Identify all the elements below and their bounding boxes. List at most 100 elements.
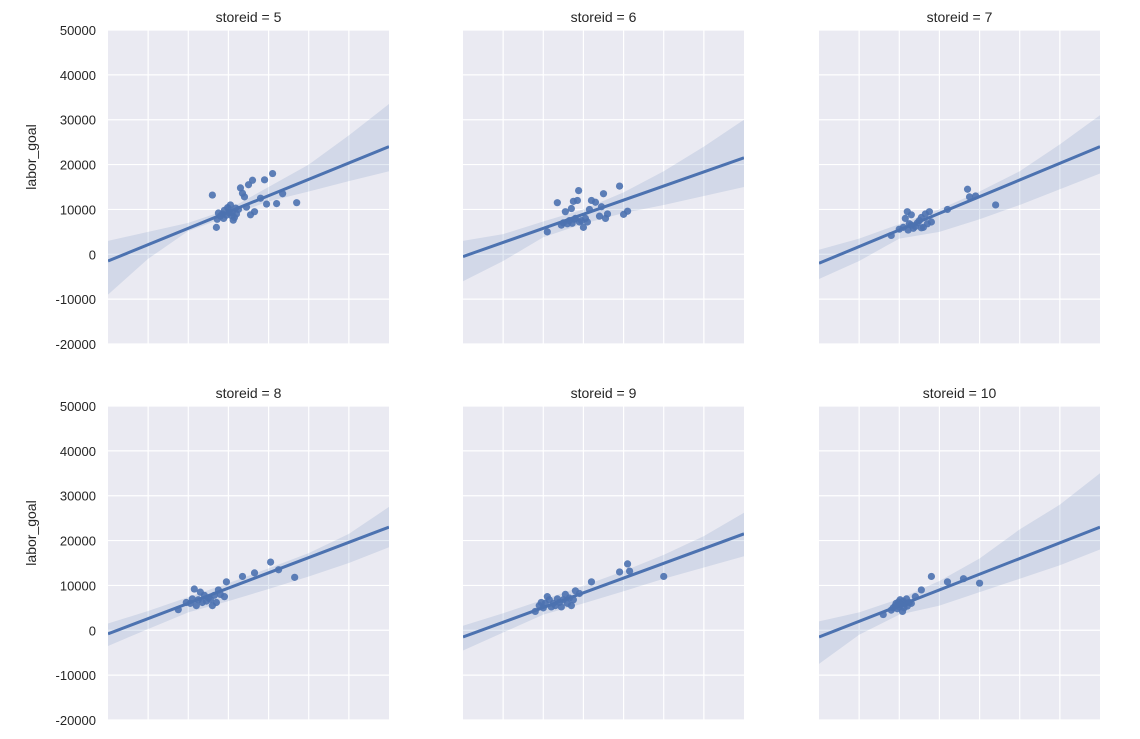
panel-title: storeid = 6 [571, 9, 637, 25]
regression-line [108, 525, 389, 636]
data-point [222, 578, 231, 586]
data-point [943, 578, 952, 586]
data-point [927, 572, 936, 581]
plot-area [108, 104, 389, 295]
data-point [575, 186, 583, 195]
data-point [992, 201, 1000, 209]
data-point [228, 212, 236, 220]
regression-line [819, 145, 1100, 265]
data-point [599, 190, 608, 198]
data-point [579, 223, 588, 231]
data-point [220, 593, 229, 601]
data-point [260, 176, 269, 184]
y-tick-label: 50000 [60, 23, 96, 38]
data-point [963, 185, 972, 193]
data-point [591, 198, 600, 206]
panel-title: storeid = 5 [216, 9, 282, 25]
data-point [553, 199, 561, 207]
plot-area [463, 512, 744, 651]
y-tick-label: 10000 [60, 202, 96, 217]
facet-panel: storeid = 7 [819, 9, 1100, 345]
data-point [268, 169, 277, 178]
data-point [293, 199, 301, 207]
y-tick-label: 20000 [60, 534, 96, 549]
data-point [623, 207, 632, 215]
data-point [561, 208, 569, 216]
data-point [603, 210, 612, 218]
data-point [250, 569, 259, 577]
y-tick-label: -20000 [56, 337, 96, 352]
plot-background [819, 30, 1100, 344]
plot-background [463, 406, 744, 720]
data-point [190, 585, 198, 593]
data-point [583, 218, 592, 226]
data-point [925, 208, 933, 216]
regression-line [108, 145, 389, 263]
plot-background [108, 406, 389, 720]
y-tick-label: 30000 [60, 113, 96, 128]
plot-background [463, 30, 744, 344]
y-tick-label: 20000 [60, 158, 96, 173]
facet-panel: storeid = 8 50000 40000 30000 20000 10000 0 -10… [23, 385, 389, 728]
data-point [248, 176, 257, 184]
data-point [573, 196, 582, 205]
y-tick-label: -20000 [56, 713, 96, 728]
data-point [220, 214, 228, 222]
data-point [975, 579, 984, 587]
confidence-band [463, 119, 744, 282]
data-point [224, 204, 232, 212]
data-point [266, 558, 275, 566]
data-point [567, 602, 575, 610]
panel-title: storeid = 8 [216, 385, 282, 401]
data-point [273, 199, 281, 208]
data-point [623, 560, 632, 568]
data-point [587, 578, 596, 586]
confidence-band [819, 473, 1100, 664]
facet-panel: storeid = 9 [463, 385, 744, 721]
regression-line [463, 532, 744, 639]
confidence-band [463, 512, 744, 651]
data-point [625, 567, 634, 575]
data-point [543, 228, 551, 236]
data-point [240, 193, 249, 201]
plot-area [463, 119, 744, 282]
facet-panel: storeid = 5 50000 40000 30000 20000 10000 0 -10… [23, 9, 389, 352]
data-point [212, 598, 220, 607]
data-point [262, 200, 271, 208]
data-point [192, 602, 200, 610]
data-point [567, 204, 575, 213]
facet-panel: storeid = 10 [819, 385, 1100, 721]
data-point [927, 218, 936, 226]
data-point [917, 224, 925, 232]
y-tick-label: 40000 [60, 68, 96, 83]
data-point [907, 211, 915, 219]
y-tick-label: 50000 [60, 399, 96, 414]
y-tick-label: 0 [89, 623, 96, 638]
data-point [291, 573, 299, 581]
panel-title: storeid = 9 [571, 385, 637, 401]
y-tick-label: -10000 [56, 292, 96, 307]
plot-area [108, 506, 389, 646]
data-point [238, 572, 247, 581]
y-axis-label: labor_goal [23, 124, 39, 189]
y-tick-label: 30000 [60, 489, 96, 504]
data-point [901, 214, 909, 222]
y-tick-label: 0 [89, 247, 96, 262]
regression-line [463, 156, 744, 258]
confidence-band [108, 104, 389, 295]
data-point [615, 568, 624, 576]
data-point [660, 572, 668, 581]
plot-area [819, 473, 1100, 664]
data-point [595, 212, 604, 220]
y-tick-label: 40000 [60, 444, 96, 459]
data-point [212, 223, 220, 231]
y-axis-label: labor_goal [23, 500, 39, 565]
panel-title: storeid = 10 [923, 385, 997, 401]
data-point [557, 603, 565, 611]
plot-area [819, 115, 1100, 279]
facet-panel: storeid = 6 [463, 9, 744, 345]
plot-background [819, 406, 1100, 720]
panel-title: storeid = 7 [927, 9, 993, 25]
data-point [208, 191, 216, 199]
